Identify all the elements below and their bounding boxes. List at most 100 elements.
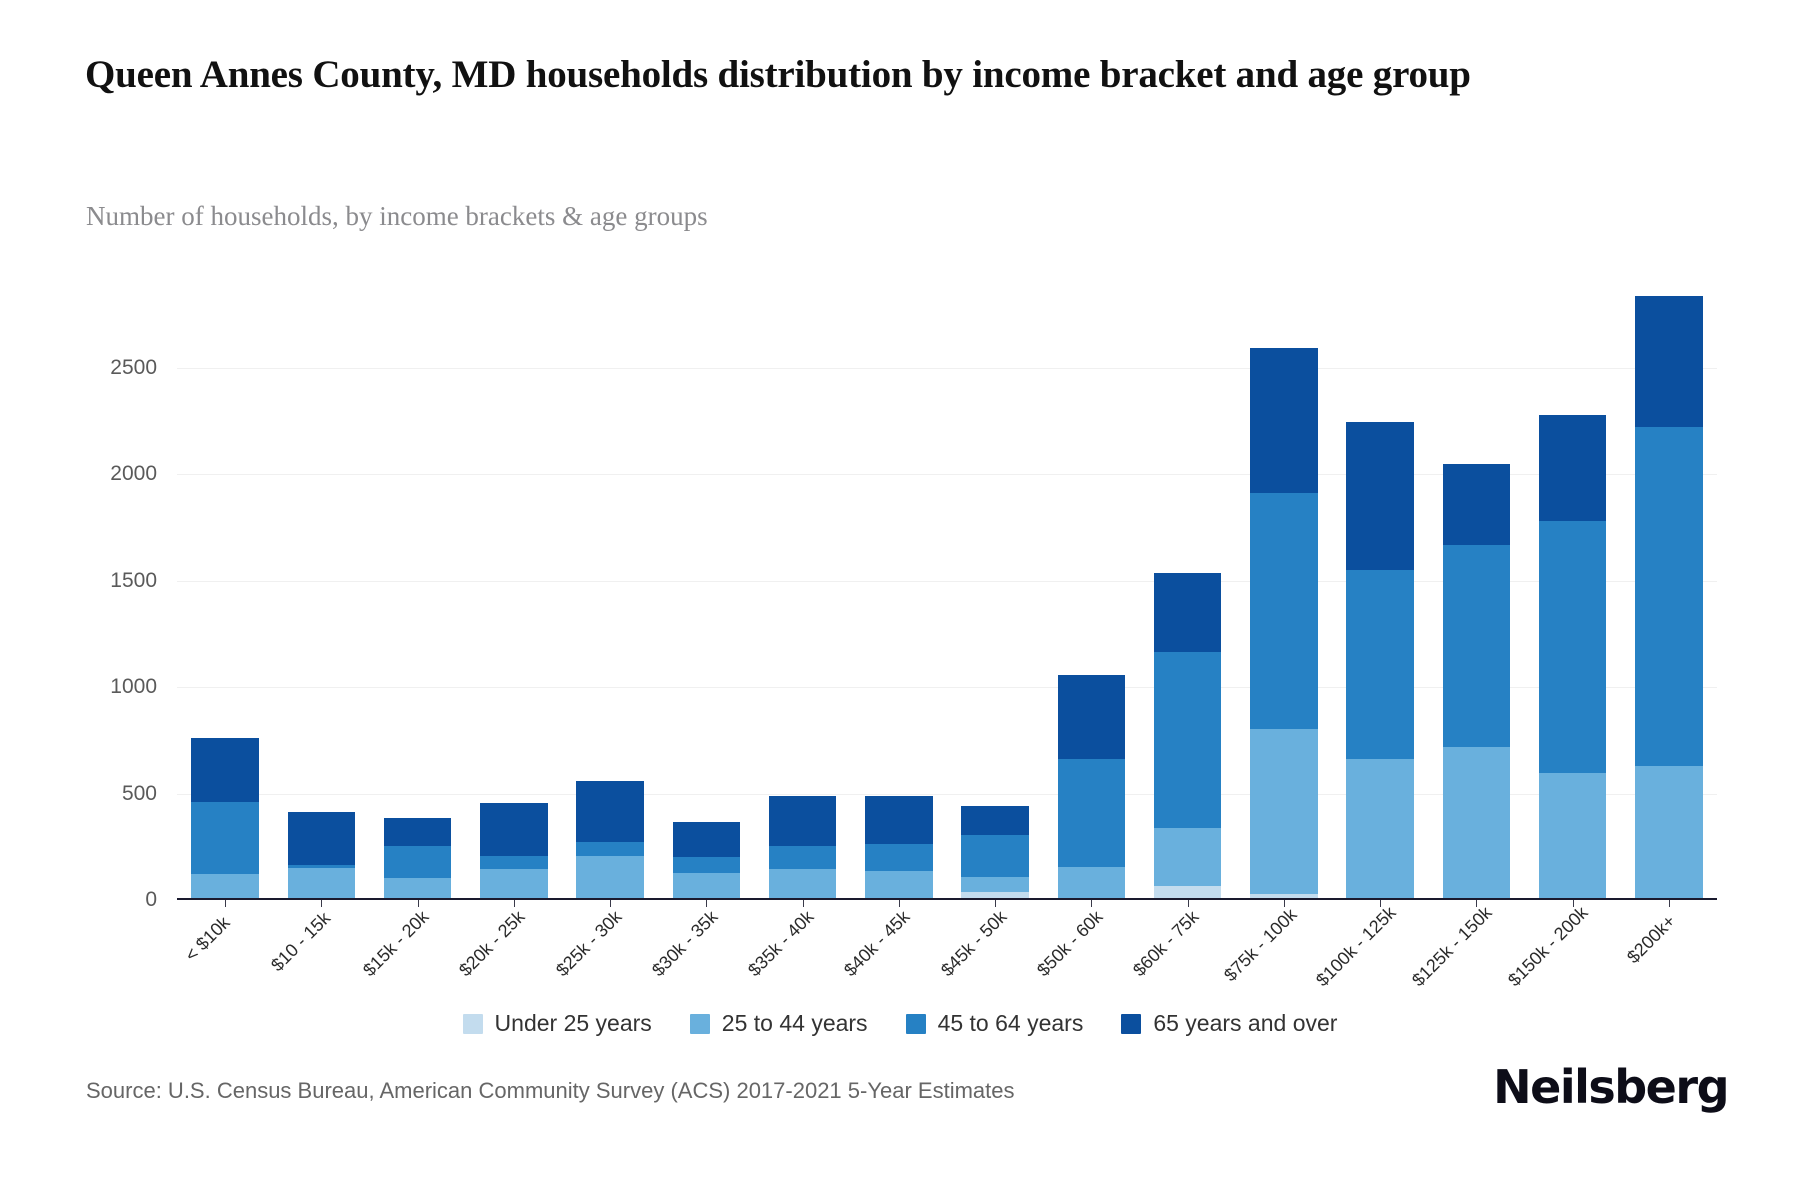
bar-segment[interactable] bbox=[1442, 746, 1511, 900]
bar-stack[interactable] bbox=[1442, 463, 1511, 900]
bar-stack[interactable] bbox=[383, 818, 452, 900]
bar-stack[interactable] bbox=[961, 806, 1029, 900]
gridline bbox=[177, 793, 1717, 795]
bar-segment[interactable] bbox=[480, 856, 548, 870]
bar-segment[interactable] bbox=[287, 864, 356, 869]
legend-label: 45 to 64 years bbox=[937, 1010, 1084, 1036]
x-axis-label: $45k - 50k bbox=[936, 906, 1011, 980]
bar-stack[interactable] bbox=[1153, 573, 1222, 900]
bar-segment[interactable] bbox=[865, 871, 933, 900]
bar-segment[interactable] bbox=[672, 822, 741, 858]
bar-segment[interactable] bbox=[1346, 422, 1414, 571]
bar-segment[interactable] bbox=[1442, 463, 1511, 545]
bar-segment[interactable] bbox=[1250, 347, 1318, 493]
bar-segment[interactable] bbox=[1250, 492, 1318, 729]
bar-segment[interactable] bbox=[1153, 886, 1222, 900]
bar-segment[interactable] bbox=[1057, 758, 1126, 868]
bar-segment[interactable] bbox=[1153, 827, 1222, 887]
bar-segment[interactable] bbox=[480, 803, 548, 857]
bar-stack[interactable] bbox=[672, 822, 741, 900]
y-axis-tick-label: 1500 bbox=[110, 568, 157, 592]
bar-segment[interactable] bbox=[1635, 765, 1703, 900]
bar-stack[interactable] bbox=[1250, 347, 1318, 900]
bar-segment[interactable] bbox=[1635, 426, 1703, 766]
bar-segment[interactable] bbox=[191, 874, 259, 900]
bar-segment[interactable] bbox=[1250, 893, 1318, 900]
bar-segment[interactable] bbox=[480, 869, 548, 900]
bar-segment[interactable] bbox=[1538, 414, 1607, 522]
x-axis-tickmark bbox=[898, 900, 900, 907]
x-axis-label: $40k - 45k bbox=[840, 906, 914, 980]
x-axis-label: $60k - 75k bbox=[1129, 906, 1203, 980]
bar-segment[interactable] bbox=[1538, 521, 1607, 774]
bar-segment[interactable] bbox=[191, 802, 259, 875]
bar-segment[interactable] bbox=[1346, 758, 1414, 900]
bar-segment[interactable] bbox=[768, 869, 837, 900]
x-axis-tickmark bbox=[225, 900, 227, 907]
bar-stack[interactable] bbox=[1057, 674, 1126, 900]
bar-segment[interactable] bbox=[865, 843, 933, 872]
bar-segment[interactable] bbox=[1346, 570, 1414, 759]
x-axis-label: $150k - 200k bbox=[1504, 901, 1592, 990]
legend-item[interactable]: 45 to 64 years bbox=[905, 1010, 1084, 1037]
bar-segment[interactable] bbox=[961, 806, 1029, 836]
bar-segment[interactable] bbox=[961, 835, 1029, 877]
legend-label: 25 to 44 years bbox=[721, 1010, 868, 1036]
bar-segment[interactable] bbox=[383, 877, 452, 900]
x-axis-tickmark bbox=[1572, 900, 1574, 907]
y-axis-tick-label: 1000 bbox=[110, 675, 157, 699]
bar-segment[interactable] bbox=[1153, 652, 1222, 828]
x-axis-label: $35k - 40k bbox=[744, 906, 818, 980]
x-axis-tickmark bbox=[513, 900, 515, 907]
bar-segment[interactable] bbox=[768, 795, 837, 846]
bar-segment[interactable] bbox=[576, 841, 644, 857]
bar-stack[interactable] bbox=[287, 811, 356, 900]
bar-segment[interactable] bbox=[768, 845, 837, 870]
bar-segment[interactable] bbox=[383, 818, 452, 846]
bar-segment[interactable] bbox=[576, 780, 644, 842]
bar-segment[interactable] bbox=[1442, 544, 1511, 747]
bar-segment[interactable] bbox=[865, 795, 933, 844]
bar-stack[interactable] bbox=[1346, 422, 1414, 900]
bar-segment[interactable] bbox=[287, 811, 356, 865]
x-axis-label: $10 - 15k bbox=[267, 907, 335, 976]
legend-item[interactable]: 65 years and over bbox=[1121, 1010, 1337, 1037]
gridline bbox=[177, 368, 1717, 370]
bar-stack[interactable] bbox=[480, 803, 548, 900]
x-axis-tickmark bbox=[610, 900, 612, 907]
x-axis-tickmark bbox=[1476, 900, 1478, 907]
page-subtitle: Number of households, by income brackets… bbox=[86, 201, 708, 231]
bar-segment[interactable] bbox=[961, 876, 1029, 892]
bar-segment[interactable] bbox=[1057, 674, 1126, 759]
legend-swatch-icon bbox=[462, 1013, 483, 1034]
source-note: Source: U.S. Census Bureau, American Com… bbox=[86, 1078, 1015, 1103]
bar-segment[interactable] bbox=[383, 845, 452, 878]
bar-stack[interactable] bbox=[191, 738, 259, 900]
bar-segment[interactable] bbox=[191, 738, 259, 803]
bar-stack[interactable] bbox=[1538, 414, 1607, 900]
bar-stack[interactable] bbox=[576, 780, 644, 900]
bar-segment[interactable] bbox=[287, 868, 356, 900]
legend-label: Under 25 years bbox=[494, 1010, 652, 1036]
bar-segment[interactable] bbox=[672, 857, 741, 874]
legend-swatch-icon bbox=[689, 1013, 710, 1034]
bar-segment[interactable] bbox=[1635, 295, 1703, 427]
legend-item[interactable]: Under 25 years bbox=[462, 1010, 652, 1037]
x-axis-tickmark bbox=[802, 900, 804, 907]
bar-segment[interactable] bbox=[672, 873, 741, 900]
bar-segment[interactable] bbox=[576, 856, 644, 900]
legend-item[interactable]: 25 to 44 years bbox=[689, 1010, 868, 1037]
bar-segment[interactable] bbox=[1538, 773, 1607, 900]
bar-segment[interactable] bbox=[961, 891, 1029, 900]
y-axis-tick-label: 500 bbox=[121, 781, 157, 805]
gridline bbox=[177, 580, 1717, 582]
bar-segment[interactable] bbox=[1057, 867, 1126, 900]
bar-stack[interactable] bbox=[865, 795, 933, 900]
y-axis-tick-label: 2500 bbox=[110, 356, 157, 380]
bar-stack[interactable] bbox=[1635, 295, 1703, 900]
x-axis-tickmark bbox=[1091, 900, 1093, 907]
bar-stack[interactable] bbox=[768, 795, 837, 900]
bar-segment[interactable] bbox=[1153, 573, 1222, 653]
gridline bbox=[177, 687, 1717, 689]
bar-segment[interactable] bbox=[1250, 728, 1318, 894]
